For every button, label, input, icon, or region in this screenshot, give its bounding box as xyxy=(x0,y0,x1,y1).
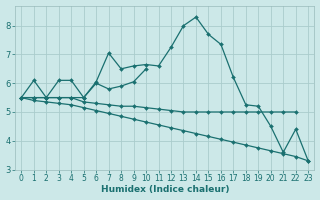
X-axis label: Humidex (Indice chaleur): Humidex (Indice chaleur) xyxy=(100,185,229,194)
